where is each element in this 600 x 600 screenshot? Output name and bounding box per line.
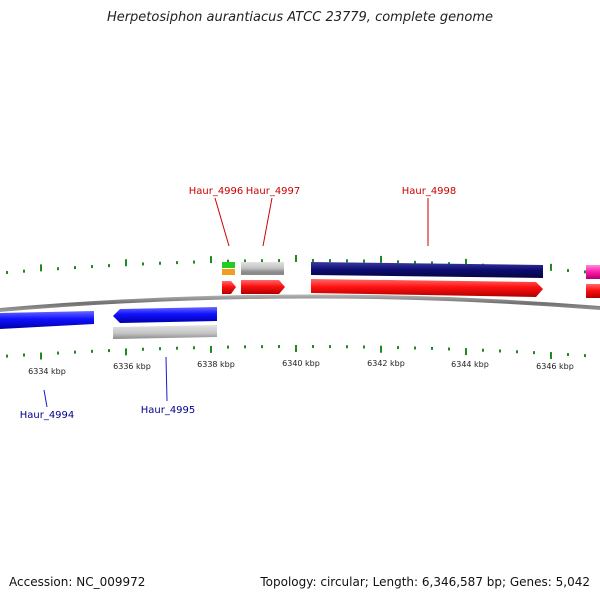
- feature-row-outer: [222, 262, 600, 279]
- label-haur-4996: Haur_4996: [189, 186, 244, 197]
- label-haur-4995: Haur_4995: [141, 405, 196, 416]
- feature-green: [222, 262, 235, 268]
- scale-label-6334: 6334 kbp: [28, 367, 66, 376]
- gene-haur-4998: [311, 279, 543, 297]
- scale-label-6342: 6342 kbp: [367, 359, 405, 368]
- minor-ticks-top: [6, 255, 586, 275]
- scale-label-6344: 6344 kbp: [451, 360, 489, 369]
- gene-haur-4995: [113, 307, 217, 323]
- genome-backbone: [0, 294, 600, 312]
- gene-haur-4997: [241, 280, 285, 294]
- minor-ticks-bottom: [6, 345, 586, 360]
- label-haur-4998: Haur_4998: [402, 186, 457, 197]
- scale-label-6346: 6346 kbp: [536, 362, 574, 371]
- scale-labels: 6334 kbp 6336 kbp 6338 kbp 6340 kbp 6342…: [28, 359, 574, 376]
- genome-title: Herpetosiphon aurantiacus ATCC 23779, co…: [106, 10, 494, 25]
- scale-label-6338: 6338 kbp: [197, 360, 235, 369]
- accession-text: Accession: NC_009972: [9, 575, 146, 589]
- feature-navy-4998: [311, 262, 543, 278]
- label-haur-4994: Haur_4994: [20, 410, 75, 421]
- label-haur-4997: Haur_4997: [246, 186, 301, 197]
- gene-haur-4994: [0, 311, 94, 329]
- scale-label-6340: 6340 kbp: [282, 359, 320, 368]
- gene-forward-edge: [586, 284, 600, 298]
- forward-genes: [222, 279, 600, 298]
- gene-haur-4996: [222, 281, 236, 294]
- feature-orange: [222, 269, 235, 275]
- feature-pink: [586, 265, 600, 279]
- feature-gray-4997: [241, 262, 284, 272]
- reverse-genes: [0, 307, 217, 339]
- gene-callouts: Haur_4996 Haur_4997 Haur_4998 Haur_4994 …: [20, 186, 457, 421]
- feature-gray-4995: [113, 325, 217, 339]
- genome-summary: Topology: circular; Length: 6,346,587 bp…: [260, 575, 590, 589]
- scale-label-6336: 6336 kbp: [113, 362, 151, 371]
- feature-gray-4997-shadow: [241, 272, 284, 275]
